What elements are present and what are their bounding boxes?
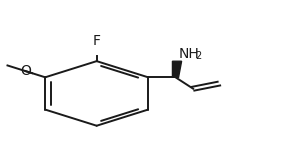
Text: NH: NH (178, 47, 199, 61)
Text: 2: 2 (195, 51, 202, 61)
Text: O: O (20, 64, 31, 78)
Polygon shape (173, 61, 181, 77)
Text: F: F (93, 34, 101, 48)
